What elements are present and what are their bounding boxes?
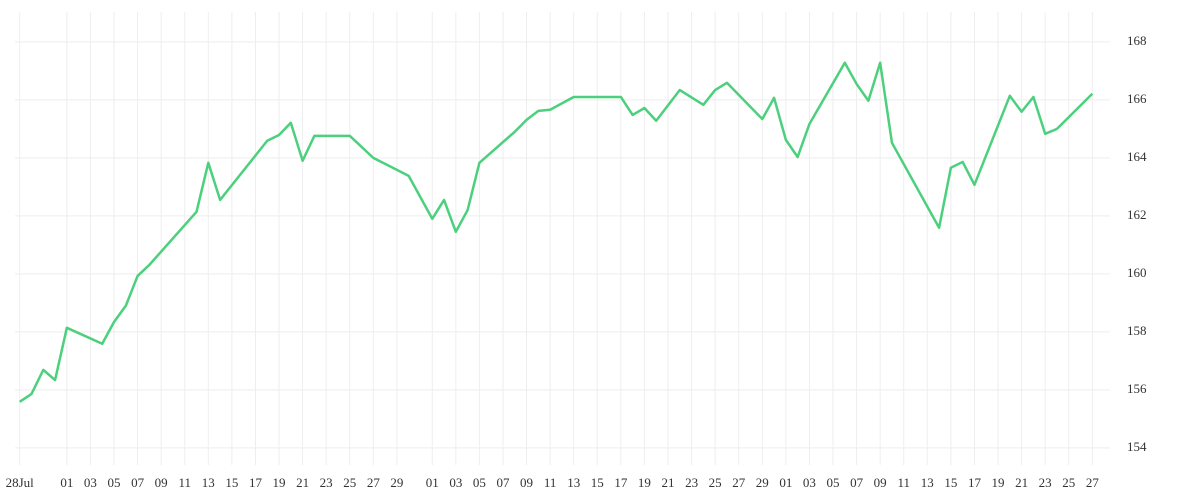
- x-tick-label: 25: [709, 475, 722, 490]
- y-tick-label: 164: [1127, 149, 1147, 164]
- x-tick-label: 28Jul: [6, 475, 35, 490]
- x-tick-label: 23: [1039, 475, 1052, 490]
- x-tick-label: 13: [567, 475, 580, 490]
- line: [19, 61, 1094, 403]
- x-tick-label: 11: [544, 475, 557, 490]
- x-tick-label: 05: [827, 475, 840, 490]
- x-tick-label: 27: [732, 475, 746, 490]
- x-tick-label: 15: [944, 475, 957, 490]
- x-tick-label: 17: [968, 475, 982, 490]
- x-tick-label: 03: [803, 475, 816, 490]
- x-tick-label: 27: [367, 475, 381, 490]
- x-tick-label: 09: [874, 475, 887, 490]
- x-tick-label: 15: [225, 475, 238, 490]
- x-tick-label: 03: [84, 475, 97, 490]
- y-tick-label: 162: [1127, 207, 1147, 222]
- x-tick-label: 17: [614, 475, 628, 490]
- x-tick-label: 21: [661, 475, 674, 490]
- x-tick-label: 17: [249, 475, 263, 490]
- x-tick-label: 19: [992, 475, 1005, 490]
- x-tick-label: 23: [320, 475, 333, 490]
- x-tick-label: 13: [202, 475, 215, 490]
- x-tick-label: 19: [638, 475, 651, 490]
- x-tick-label: 01: [60, 475, 73, 490]
- x-tick-label: 07: [496, 475, 510, 490]
- x-tick-label: 01: [426, 475, 439, 490]
- y-tick-label: 154: [1127, 439, 1147, 454]
- x-tick-label: 15: [591, 475, 604, 490]
- x-tick-label: 05: [108, 475, 121, 490]
- x-tick-label: 07: [131, 475, 145, 490]
- x-tick-label: 19: [273, 475, 286, 490]
- x-tick-label: 29: [390, 475, 403, 490]
- y-tick-label: 160: [1127, 265, 1147, 280]
- y-tick-label: 158: [1127, 323, 1147, 338]
- y-tick-label: 166: [1127, 91, 1147, 106]
- x-tick-label: 07: [850, 475, 864, 490]
- x-tick-label: 03: [449, 475, 462, 490]
- x-tick-label: 05: [473, 475, 486, 490]
- x-tick-label: 09: [520, 475, 533, 490]
- x-tick-label: 29: [756, 475, 769, 490]
- y-tick-label: 156: [1127, 381, 1147, 396]
- x-tick-label: 11: [178, 475, 191, 490]
- x-tick-label: 21: [1015, 475, 1028, 490]
- x-tick-label: 09: [155, 475, 168, 490]
- y-tick-label: 168: [1127, 33, 1147, 48]
- x-tick-label: 21: [296, 475, 309, 490]
- x-tick-label: 27: [1086, 475, 1100, 490]
- x-tick-label: 13: [921, 475, 934, 490]
- x-tick-label: 11: [897, 475, 910, 490]
- x-tick-label: 01: [779, 475, 792, 490]
- x-tick-label: 25: [343, 475, 356, 490]
- x-tick-label: 25: [1062, 475, 1075, 490]
- x-tick-label: 23: [685, 475, 698, 490]
